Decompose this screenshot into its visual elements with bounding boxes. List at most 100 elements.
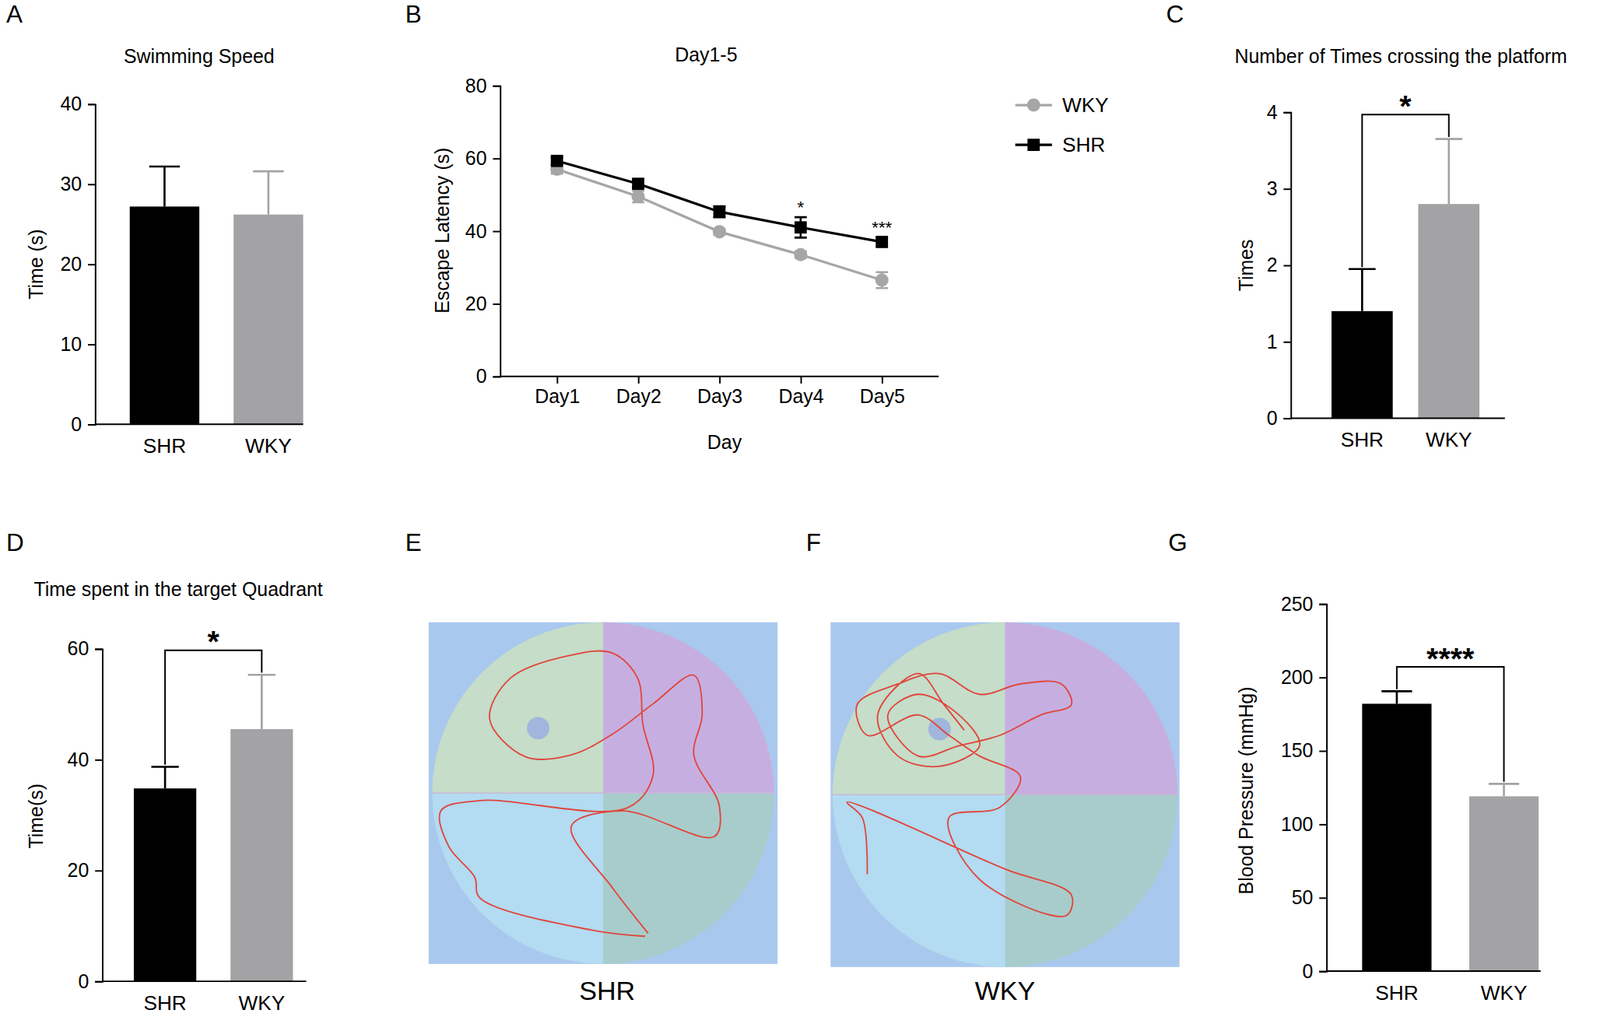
error-bar-cap [1488,782,1520,786]
y-tick: 4 [1266,101,1292,123]
y-tick-mark [94,870,102,872]
bar-chart: CNumber of Times crossing the platformTi… [1166,0,1568,453]
error-bar-cap [248,673,276,677]
y-tick: 40 [465,220,501,243]
marker [631,177,645,190]
x-tick-mark [800,376,802,384]
track-chart: FWKY [806,529,1180,1006]
significance-bracket [164,650,262,765]
x-tick: Day3 [697,376,743,408]
y-axis-line [94,649,103,982]
plot-area [846,673,1073,916]
bar [233,214,303,425]
y-tick: 100 [1280,813,1327,836]
y-tick: 200 [1280,666,1327,688]
legend-item: SHR [1015,133,1106,157]
significance-label: * [207,624,221,659]
x-tick: Day4 [778,376,824,408]
y-axis-title: Time (s) [24,228,47,299]
y-tick: 30 [59,172,95,195]
quadrant-divider [431,792,774,794]
marker [875,235,888,249]
y-axis-title: Escape Latency (s) [431,147,453,314]
y-axis: 020406080 [465,74,501,388]
panel-label: G [1168,529,1187,557]
x-axis-line [101,980,306,983]
plot-area [1331,139,1480,419]
error-bar [794,217,808,238]
marker [875,273,889,287]
y-tick-label: 150 [1280,739,1314,762]
y-axis: 01234 [1266,101,1292,429]
error-bar [248,674,276,730]
x-tick: SHR [143,991,186,1015]
quadrant-divider [832,793,1178,796]
swim-track [439,651,721,937]
y-tick-mark [1283,341,1291,344]
pool-quadrant [832,622,1006,796]
error-bar-stem [260,674,264,730]
track-chart: ESHR [405,529,778,1006]
y-tick-label: 4 [1266,101,1278,123]
error-bar [713,206,727,218]
figure: ASwimming SpeedTime (s)010203040SHRWKYBD… [0,0,1600,1017]
x-tick-mark [719,376,721,384]
error-bar [1381,691,1412,704]
pool-quadrant [431,792,604,965]
legend-label: SHR [1062,133,1106,157]
error-bar-stem [164,766,167,789]
pool-background [830,622,1179,968]
y-tick-label: 40 [67,748,90,771]
y-tick-mark [87,103,95,106]
x-tick-label: Day3 [697,385,743,408]
significance-label: *** [871,217,892,238]
y-axis-line [492,86,501,378]
x-tick: WKY [238,991,285,1015]
x-axis-title: WKY [975,975,1036,1006]
y-tick-mark [87,183,95,186]
y-tick: 20 [465,292,501,315]
x-tick: Day2 [616,376,662,408]
series-line [557,161,883,243]
x-tick-label: Day1 [534,385,580,408]
y-tick-mark [94,648,102,650]
y-tick-label: 2 [1266,253,1278,276]
error-bar [149,166,180,207]
y-axis-line [1283,112,1292,419]
swim-track [846,673,1073,916]
y-tick-label: 0 [1302,960,1314,983]
marker [793,248,808,262]
plot-area [129,166,304,425]
pool-quadrant [832,794,1006,968]
y-tick-label: 20 [67,859,90,881]
x-tick-label: Day4 [778,385,824,408]
x-axis-title: SHR [578,975,636,1006]
y-tick: 2 [1266,253,1292,276]
y-tick-mark [1319,824,1327,826]
y-axis: 010203040 [59,92,95,436]
x-tick: Day5 [859,376,906,408]
line-chart: BDay1-5Escape Latency (s)020406080Day1Da… [405,0,1109,453]
chart-title: Swimming Speed [123,45,275,67]
y-tick-label: 250 [1280,592,1314,615]
y-tick: 40 [59,92,95,115]
error-bar [1435,139,1463,205]
legend: WKYSHR [1015,93,1109,157]
error-bar [875,272,888,289]
y-tick: 0 [77,970,102,993]
x-tick-label: SHR [1340,428,1384,452]
panel-label: C [1166,0,1185,29]
plot-area [439,651,721,937]
y-tick: 150 [1280,739,1327,762]
bar [1361,703,1432,972]
bar [1469,796,1539,972]
y-tick: 20 [59,252,95,275]
plot-area [1361,691,1539,972]
error-bar-cap [1435,137,1463,141]
error-bar-cap [150,765,179,769]
y-tick-mark [492,303,500,306]
y-tick-mark [492,231,500,233]
y-tick: 250 [1280,592,1327,615]
y-tick-label: 80 [465,74,488,97]
y-tick-mark [492,85,500,88]
